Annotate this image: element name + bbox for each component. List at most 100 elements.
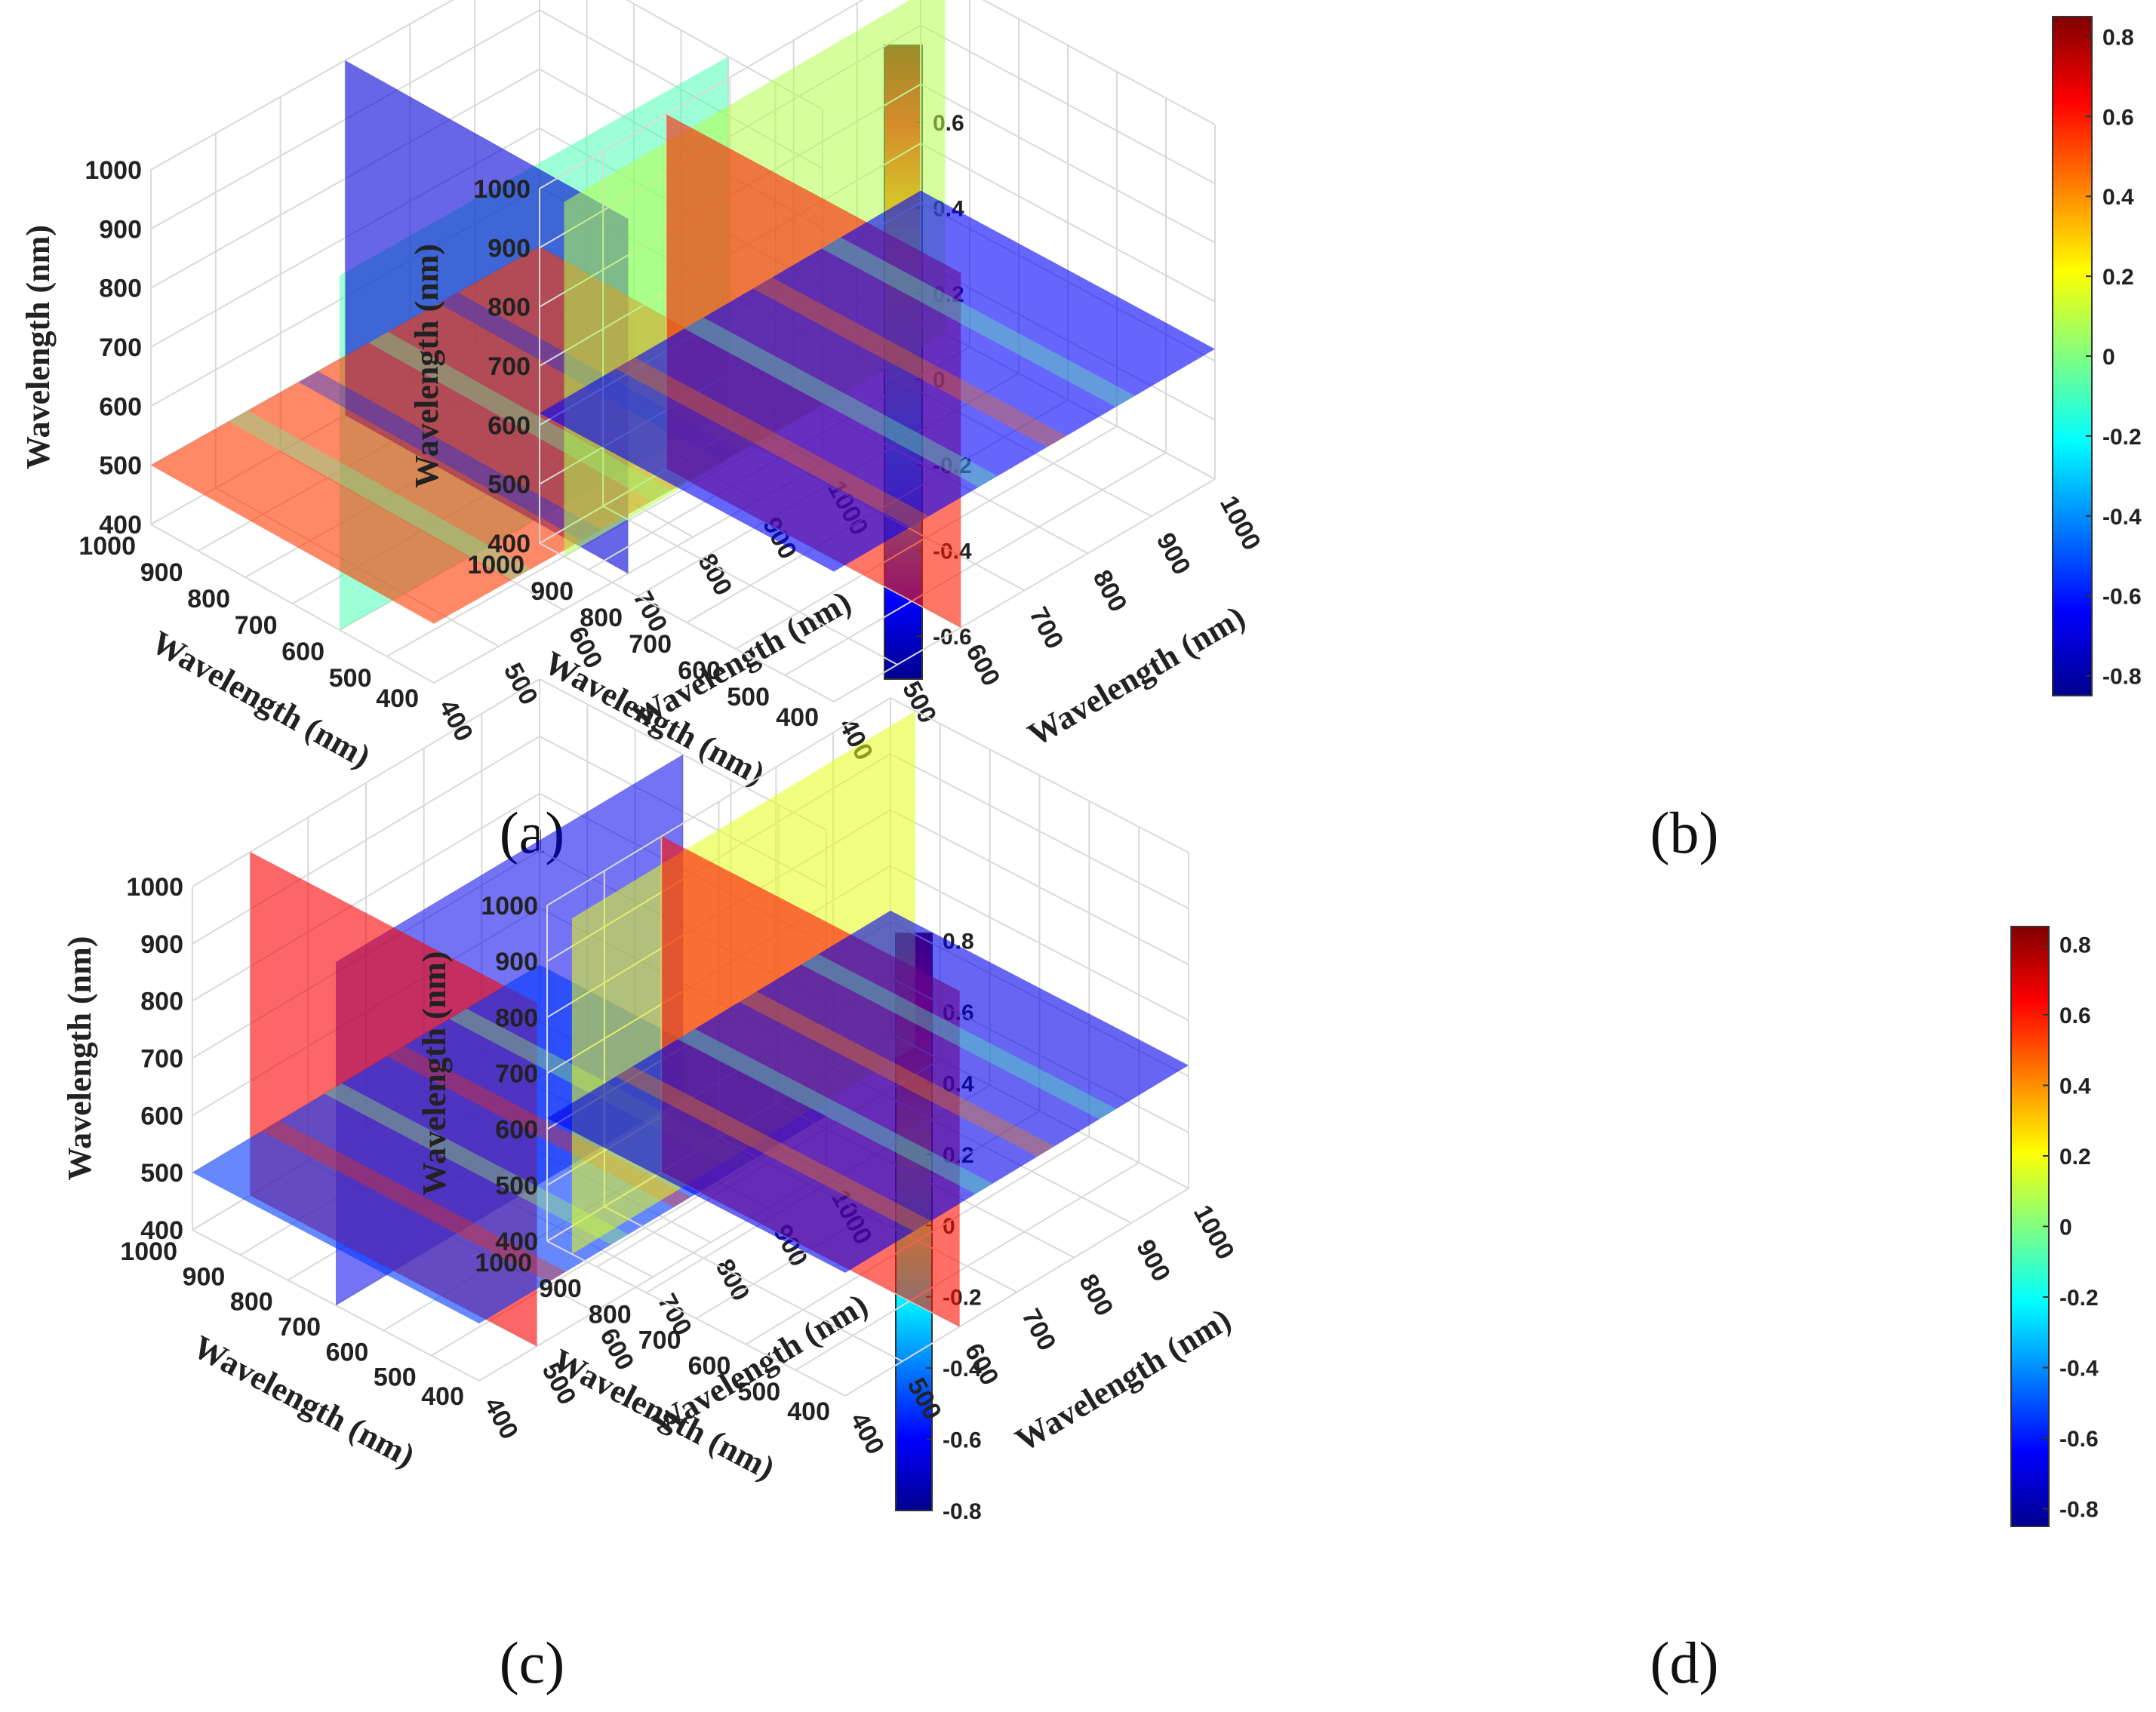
- colorbar-tick-label: 0.2: [2059, 1145, 2091, 1170]
- slice-streak: [677, 1028, 993, 1194]
- z-tick-label: 800: [140, 988, 183, 1016]
- y-tick-label: 400: [787, 1397, 830, 1426]
- z-axis-label: Wavelength (nm): [61, 936, 98, 1181]
- slices: [547, 711, 1189, 1327]
- y-tick-label: 500: [727, 683, 770, 712]
- z-tick-label: 900: [495, 948, 538, 976]
- z-tick-label: 800: [495, 1004, 538, 1032]
- colorbar-tick-label: 0.4: [2102, 185, 2134, 210]
- colorbar-tick-label: 0.4: [2059, 1074, 2091, 1099]
- y-tick-label: 600: [281, 638, 324, 666]
- y-tick-label: 1000: [120, 1237, 177, 1266]
- colorbar-tick-label: -0.8: [943, 1499, 982, 1524]
- y-tick-label: 700: [235, 611, 278, 640]
- z-tick-label: 500: [487, 471, 531, 499]
- slice-streak: [752, 277, 1067, 447]
- z-tick-label: 800: [487, 294, 531, 322]
- z-tick-label: 700: [487, 352, 531, 381]
- colorbar-tick-label: 0: [2059, 1216, 2072, 1240]
- z-tick-label: 800: [99, 275, 142, 303]
- z-tick-label: 900: [140, 930, 183, 959]
- z-axis-label: Wavelength (nm): [20, 225, 57, 469]
- z-tick-label: 900: [99, 215, 142, 244]
- y-tick-label: 700: [278, 1313, 321, 1342]
- slice-streak: [616, 357, 930, 527]
- panel-label: (d): [1650, 1630, 1719, 1695]
- slices: [540, 0, 1215, 628]
- y-tick-label: 800: [230, 1288, 273, 1317]
- y-tick-label: 900: [140, 558, 183, 587]
- slice-streak: [821, 237, 1135, 407]
- y-tick-label: 800: [187, 585, 230, 613]
- y-tick-label: 600: [326, 1338, 369, 1366]
- z-tick-label: 1000: [85, 156, 142, 185]
- z-axis-label: Wavelength (nm): [416, 951, 453, 1196]
- y-tick-label: 900: [539, 1274, 582, 1303]
- z-tick-label: 500: [99, 452, 142, 481]
- y-tick-label: 900: [183, 1262, 226, 1291]
- colorbar-tick-label: -0.4: [2102, 505, 2142, 530]
- x-tick-label: 700: [1023, 602, 1069, 653]
- x-tick-label: 900: [1130, 1235, 1176, 1286]
- colorbar-tick-label: 0.8: [2059, 933, 2091, 957]
- colorbar-tick-label: -0.6: [2059, 1427, 2099, 1452]
- y-tick-label: 500: [737, 1378, 780, 1406]
- z-tick-label: 600: [140, 1102, 183, 1130]
- z-tick-label: 600: [487, 411, 531, 440]
- y-tick-label: 900: [531, 577, 574, 606]
- z-tick-label: 700: [140, 1045, 183, 1074]
- colorbar-tick-label: 0.6: [2059, 1004, 2091, 1028]
- z-tick-label: 500: [495, 1172, 538, 1200]
- x-tick-label: 800: [1087, 565, 1133, 616]
- colorbar-tick-label: -0.6: [943, 1428, 982, 1453]
- y-tick-label: 500: [374, 1363, 417, 1392]
- slice-z: [547, 910, 1189, 1273]
- y-axis-label: Wavelength (nm): [146, 623, 377, 775]
- y-tick-label: 800: [580, 604, 623, 632]
- grid-line: [890, 753, 1189, 910]
- x-tick-label: 800: [1073, 1270, 1118, 1321]
- y-tick-label: 400: [776, 703, 819, 732]
- x-tick-label: 1000: [1188, 1200, 1240, 1265]
- slice-streak: [801, 954, 1117, 1120]
- grid-line: [982, 0, 1216, 125]
- colorbar-tick-label: 0: [2102, 345, 2115, 370]
- slice-streak: [229, 410, 531, 580]
- z-tick-label: 500: [140, 1159, 183, 1188]
- colorbar-tick-label: 0.2: [2102, 265, 2134, 290]
- z-tick-label: 600: [495, 1116, 538, 1145]
- x-tick-label: 500: [498, 659, 543, 710]
- slice-streak: [684, 317, 998, 487]
- z-tick-label: 1000: [126, 873, 183, 902]
- z-tick-label: 400: [487, 530, 531, 558]
- y-tick-label: 800: [589, 1300, 632, 1329]
- y-tick-label: 600: [678, 656, 721, 685]
- x-tick-label: 600: [959, 1339, 1004, 1390]
- x-tick-label: 1000: [1214, 491, 1266, 555]
- slice-streak: [262, 1120, 566, 1283]
- y-tick-label: 1000: [475, 1249, 532, 1277]
- y-tick-label: 1000: [78, 532, 136, 561]
- z-tick-label: 400: [99, 511, 142, 539]
- z-tick-label: 700: [99, 333, 142, 362]
- x-tick-label: 800: [710, 1255, 755, 1306]
- x-tick-label: 400: [478, 1393, 524, 1444]
- grid-line: [546, 697, 891, 906]
- z-tick-label: 900: [487, 234, 531, 263]
- slice-z: [540, 190, 1215, 572]
- z-tick-label: 400: [140, 1216, 183, 1245]
- y-tick-label: 500: [329, 664, 372, 693]
- grid-line: [539, 0, 864, 189]
- z-tick-label: 400: [495, 1228, 538, 1256]
- y-tick-label: 700: [638, 1326, 681, 1355]
- y-tick-label: 600: [688, 1352, 731, 1381]
- colorbar-tick-label: 0.6: [2102, 105, 2134, 130]
- panel-label: (b): [1650, 800, 1719, 865]
- colorbar-tick-label: -0.4: [943, 1357, 982, 1382]
- z-tick-label: 600: [99, 392, 142, 421]
- y-tick-label: 1000: [467, 551, 524, 579]
- slice-streak: [739, 991, 1055, 1157]
- grid-line: [920, 24, 1216, 185]
